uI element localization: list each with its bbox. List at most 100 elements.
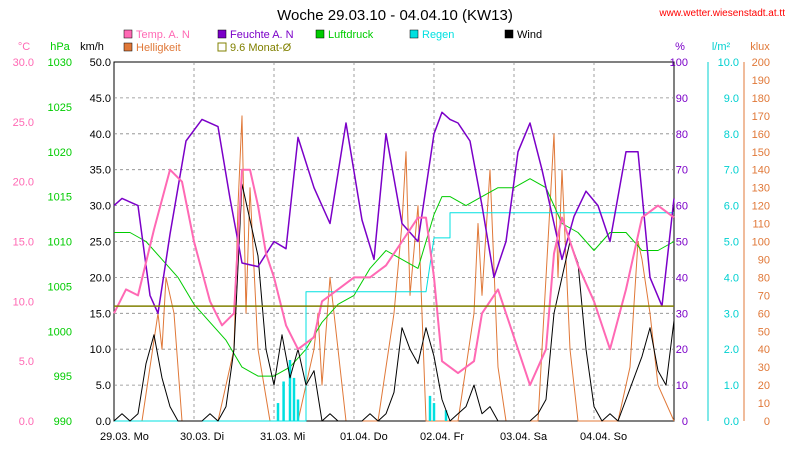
legend-swatch xyxy=(123,29,133,39)
series-line-helligkeit xyxy=(114,115,675,422)
tick-label-humidity: 20 xyxy=(676,344,688,356)
tick-label-pressure: 995 xyxy=(54,371,72,383)
tick-label-light: 0 xyxy=(764,416,770,428)
axis-unit-pressure: hPa xyxy=(50,41,70,53)
legend-label: Wind xyxy=(517,29,542,41)
tick-label-rain: 7.0 xyxy=(724,165,739,177)
legend-swatch xyxy=(504,29,514,39)
tick-label-humidity: 90 xyxy=(676,93,688,105)
tick-label-light: 30 xyxy=(758,362,770,374)
x-tick-label: 02.04. Fr xyxy=(420,431,464,443)
tick-label-wind: 5.0 xyxy=(96,380,111,392)
tick-label-wind: 15.0 xyxy=(90,308,111,320)
legend-label: 9.6 Monat-Ø xyxy=(230,42,292,54)
legend: Temp. A. N Feuchte A. N Luftdruck Regen Wind… xyxy=(123,29,542,54)
chart-title: Woche 29.03.10 - 04.04.10 (KW13) xyxy=(277,7,513,24)
tick-label-pressure: 1010 xyxy=(48,237,72,249)
tick-label-temp: 25.0 xyxy=(13,117,34,129)
tick-label-light: 10 xyxy=(758,398,770,410)
legend-swatch xyxy=(123,42,133,52)
tick-label-rain: 0.0 xyxy=(724,416,739,428)
tick-label-light: 160 xyxy=(752,129,770,141)
tick-label-rain: 1.0 xyxy=(724,380,739,392)
tick-label-humidity: 10 xyxy=(676,380,688,392)
series-line-feuchte-a-n xyxy=(113,111,675,315)
axis-unit-wind: km/h xyxy=(80,41,104,53)
axis-unit-humidity: % xyxy=(675,41,685,53)
series-line-luftdruck xyxy=(114,178,675,377)
tick-label-wind: 30.0 xyxy=(90,201,111,213)
tick-label-rain: 3.0 xyxy=(724,308,739,320)
legend-label: Luftdruck xyxy=(328,29,374,41)
axis-unit-light: klux xyxy=(750,41,770,53)
tick-label-wind: 45.0 xyxy=(90,93,111,105)
tick-label-light: 90 xyxy=(758,254,770,266)
tick-label-light: 130 xyxy=(752,183,770,195)
tick-label-pressure: 1000 xyxy=(48,326,72,338)
tick-label-light: 110 xyxy=(752,219,770,231)
tick-label-pressure: 990 xyxy=(54,416,72,428)
tick-label-light: 170 xyxy=(752,111,770,123)
tick-label-humidity: 100 xyxy=(670,57,688,69)
tick-label-humidity: 60 xyxy=(676,201,688,213)
tick-label-rain: 2.0 xyxy=(724,344,739,356)
series-line-temp-a-n xyxy=(113,168,675,387)
tick-label-pressure: 1015 xyxy=(48,192,72,204)
tick-label-rain: 4.0 xyxy=(724,272,739,284)
legend-label: Helligkeit xyxy=(136,42,181,54)
website-link[interactable]: www.wetter.wiesenstadt.at.tt xyxy=(658,8,785,19)
tick-label-pressure: 1025 xyxy=(48,102,72,114)
tick-label-light: 100 xyxy=(752,237,770,249)
series-line-regen xyxy=(114,212,674,422)
tick-label-wind: 40.0 xyxy=(90,129,111,141)
tick-label-light: 150 xyxy=(752,147,770,159)
tick-label-pressure: 1030 xyxy=(48,57,72,69)
tick-label-wind: 20.0 xyxy=(90,272,111,284)
tick-label-temp: 30.0 xyxy=(13,57,34,69)
tick-label-light: 190 xyxy=(752,75,770,87)
tick-label-humidity: 0 xyxy=(682,416,688,428)
x-tick-label: 30.03. Di xyxy=(180,431,224,443)
tick-label-rain: 6.0 xyxy=(724,201,739,213)
tick-label-rain: 10.0 xyxy=(718,57,739,69)
tick-label-wind: 0.0 xyxy=(96,416,111,428)
tick-label-rain: 5.0 xyxy=(724,237,739,249)
axis-unit-temp: °C xyxy=(18,41,30,53)
tick-label-wind: 10.0 xyxy=(90,344,111,356)
legend-label: Temp. A. N xyxy=(136,29,190,41)
tick-label-light: 140 xyxy=(752,165,770,177)
tick-label-temp: 5.0 xyxy=(19,356,34,368)
tick-label-wind: 35.0 xyxy=(90,165,111,177)
tick-label-light: 60 xyxy=(758,308,770,320)
tick-label-light: 180 xyxy=(752,93,770,105)
tick-label-wind: 25.0 xyxy=(90,237,111,249)
tick-label-rain: 9.0 xyxy=(724,93,739,105)
tick-label-humidity: 70 xyxy=(676,165,688,177)
series-line-wind xyxy=(113,183,675,422)
x-tick-label: 31.03. Mi xyxy=(260,431,305,443)
tick-label-humidity: 50 xyxy=(676,237,688,249)
legend-swatch xyxy=(217,42,227,52)
tick-label-light: 120 xyxy=(752,201,770,213)
tick-label-humidity: 40 xyxy=(676,272,688,284)
series-layer xyxy=(113,111,675,422)
x-tick-label: 29.03. Mo xyxy=(100,431,149,443)
tick-label-pressure: 1005 xyxy=(48,281,72,293)
tick-label-temp: 15.0 xyxy=(13,237,34,249)
x-tick-label: 04.04. So xyxy=(580,431,627,443)
legend-swatch xyxy=(217,29,227,39)
legend-swatch xyxy=(409,29,419,39)
tick-label-light: 40 xyxy=(758,344,770,356)
axis-unit-rain: l/m² xyxy=(712,41,731,53)
x-tick-label: 01.04. Do xyxy=(340,431,388,443)
tick-label-temp: 0.0 xyxy=(19,416,34,428)
legend-label: Regen xyxy=(422,29,454,41)
tick-label-light: 70 xyxy=(758,290,770,302)
legend-label: Feuchte A. N xyxy=(230,29,294,41)
tick-label-rain: 8.0 xyxy=(724,129,739,141)
axis-unit-labels: °C hPa km/h% l/m² klux xyxy=(18,41,770,53)
tick-label-temp: 20.0 xyxy=(13,177,34,189)
tick-label-humidity: 30 xyxy=(676,308,688,320)
tick-label-light: 200 xyxy=(752,57,770,69)
